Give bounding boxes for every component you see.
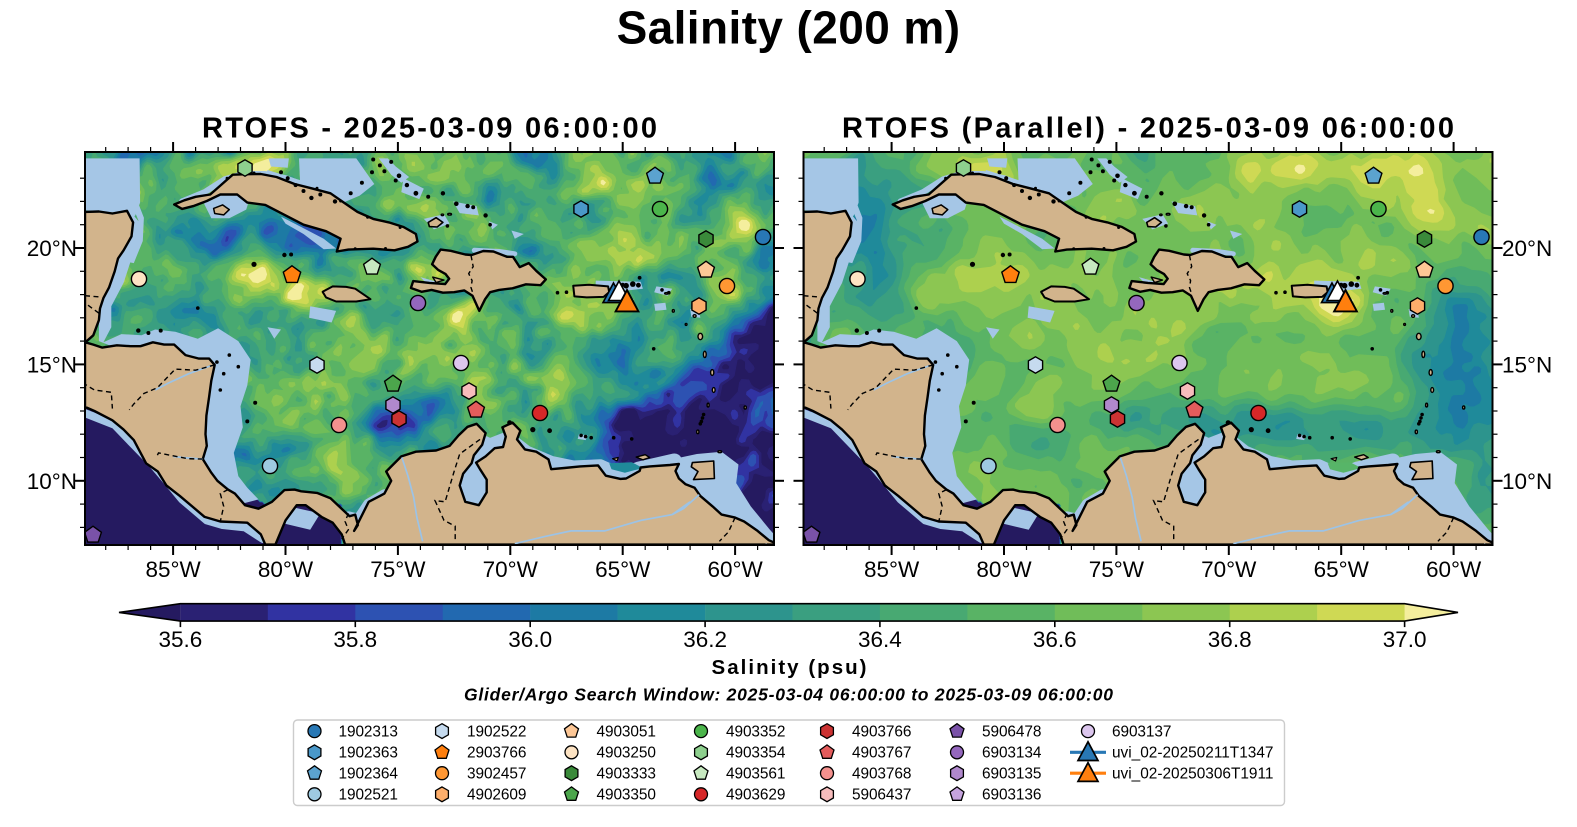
svg-text:1902364: 1902364 bbox=[339, 766, 399, 783]
svg-text:6903135: 6903135 bbox=[982, 766, 1041, 783]
svg-text:4903767: 4903767 bbox=[852, 745, 911, 762]
svg-text:20°N: 20°N bbox=[1502, 236, 1552, 261]
svg-text:Salinity (200 m): Salinity (200 m) bbox=[617, 2, 961, 54]
svg-text:15°N: 15°N bbox=[27, 352, 77, 377]
svg-text:1902313: 1902313 bbox=[339, 724, 398, 741]
svg-text:uvi_02-20250211T1347: uvi_02-20250211T1347 bbox=[1112, 745, 1273, 762]
svg-text:70°W: 70°W bbox=[1201, 557, 1257, 582]
svg-text:4903768: 4903768 bbox=[852, 766, 911, 783]
svg-text:1902363: 1902363 bbox=[339, 745, 398, 762]
svg-text:4902609: 4902609 bbox=[467, 787, 526, 804]
svg-text:60°W: 60°W bbox=[707, 557, 763, 582]
svg-text:4903333: 4903333 bbox=[597, 766, 656, 783]
svg-text:4903051: 4903051 bbox=[597, 724, 656, 741]
svg-text:4903352: 4903352 bbox=[726, 724, 785, 741]
svg-text:6903137: 6903137 bbox=[1112, 724, 1171, 741]
svg-text:5906478: 5906478 bbox=[982, 724, 1041, 741]
svg-text:4903561: 4903561 bbox=[726, 766, 785, 783]
svg-text:20°N: 20°N bbox=[27, 236, 77, 261]
svg-text:10°N: 10°N bbox=[1502, 469, 1552, 494]
svg-text:Glider/Argo Search Window: 202: Glider/Argo Search Window: 2025-03-04 06… bbox=[464, 685, 1113, 705]
svg-text:1902521: 1902521 bbox=[339, 787, 398, 804]
svg-text:6903134: 6903134 bbox=[982, 745, 1042, 762]
svg-text:4903350: 4903350 bbox=[597, 787, 656, 804]
svg-text:85°W: 85°W bbox=[145, 557, 201, 582]
svg-text:36.8: 36.8 bbox=[1208, 627, 1252, 652]
svg-text:35.8: 35.8 bbox=[333, 627, 377, 652]
svg-text:uvi_02-20250306T1911: uvi_02-20250306T1911 bbox=[1112, 766, 1273, 783]
svg-text:65°W: 65°W bbox=[595, 557, 651, 582]
svg-text:65°W: 65°W bbox=[1314, 557, 1370, 582]
svg-text:6903136: 6903136 bbox=[982, 787, 1041, 804]
svg-text:36.6: 36.6 bbox=[1033, 627, 1077, 652]
svg-text:4903629: 4903629 bbox=[726, 787, 785, 804]
svg-text:75°W: 75°W bbox=[1089, 557, 1145, 582]
svg-text:4903250: 4903250 bbox=[597, 745, 656, 762]
svg-text:75°W: 75°W bbox=[370, 557, 426, 582]
svg-text:1902522: 1902522 bbox=[467, 724, 526, 741]
svg-text:36.2: 36.2 bbox=[683, 627, 727, 652]
svg-text:5906437: 5906437 bbox=[852, 787, 911, 804]
svg-text:36.0: 36.0 bbox=[508, 627, 552, 652]
svg-text:4903354: 4903354 bbox=[726, 745, 786, 762]
svg-text:60°W: 60°W bbox=[1426, 557, 1482, 582]
svg-text:70°W: 70°W bbox=[483, 557, 539, 582]
svg-text:85°W: 85°W bbox=[864, 557, 920, 582]
svg-text:37.0: 37.0 bbox=[1383, 627, 1427, 652]
svg-text:Salinity (psu): Salinity (psu) bbox=[712, 656, 867, 679]
svg-text:3902457: 3902457 bbox=[467, 766, 526, 783]
svg-text:35.6: 35.6 bbox=[159, 627, 203, 652]
svg-text:2903766: 2903766 bbox=[467, 745, 526, 762]
svg-text:36.4: 36.4 bbox=[858, 627, 902, 652]
svg-text:15°N: 15°N bbox=[1502, 352, 1552, 377]
svg-text:RTOFS (Parallel) - 2025-03-09: RTOFS (Parallel) - 2025-03-09 06:00:00 bbox=[842, 113, 1454, 145]
svg-text:RTOFS - 2025-03-09 06:00:00: RTOFS - 2025-03-09 06:00:00 bbox=[202, 113, 657, 145]
svg-text:4903766: 4903766 bbox=[852, 724, 911, 741]
svg-text:80°W: 80°W bbox=[258, 557, 314, 582]
svg-text:10°N: 10°N bbox=[27, 469, 77, 494]
svg-text:80°W: 80°W bbox=[976, 557, 1032, 582]
